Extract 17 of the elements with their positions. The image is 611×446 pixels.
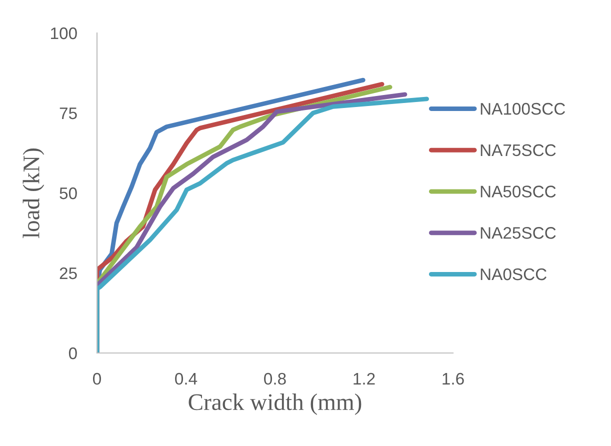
legend-label: NA75SCC (480, 144, 556, 156)
x-tick-label: 0.4 (175, 372, 198, 385)
y-tick-label: 25 (60, 267, 77, 280)
legend-label: NA100SCC (480, 102, 566, 115)
x-tick-label: 1.6 (442, 372, 464, 385)
y-axis-title: load (kN) (22, 148, 44, 238)
legend-label: NA0SCC (480, 268, 546, 280)
legend-label: NA25SCC (480, 227, 556, 239)
y-tick-label: 50 (60, 187, 77, 200)
y-tick-label: 0 (68, 347, 77, 360)
x-tick-label: 0 (93, 372, 101, 385)
x-tick-label: 0.8 (264, 372, 286, 385)
y-tick-label: 75 (60, 108, 77, 120)
legend-label: NA50SCC (480, 186, 556, 198)
x-tick-label: 1.2 (354, 372, 375, 385)
x-axis-title: Crack width (mm) (188, 394, 362, 415)
y-tick-label: 100 (51, 27, 77, 40)
